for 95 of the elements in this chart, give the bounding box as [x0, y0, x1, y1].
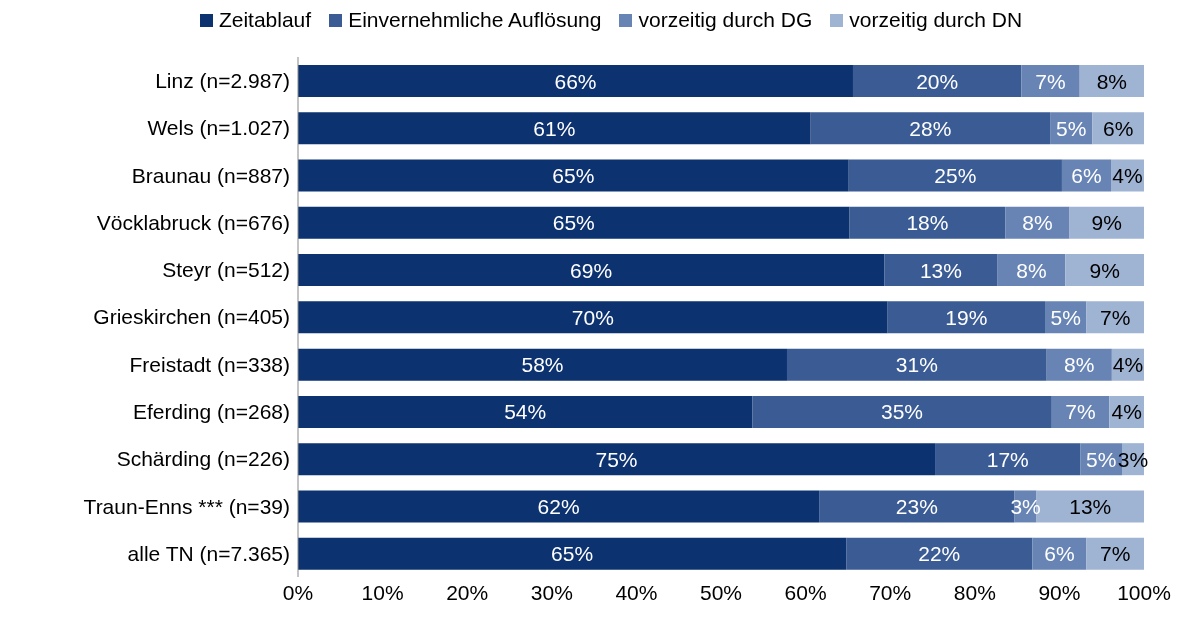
data-label: 65% — [551, 542, 594, 566]
y-tick-label: Braunau (n=887) — [131, 163, 290, 187]
x-tick-label: 0% — [282, 580, 314, 604]
data-label: 18% — [906, 211, 949, 235]
data-label: 69% — [570, 258, 613, 282]
data-label: 8% — [1064, 353, 1095, 377]
bar — [887, 301, 1046, 334]
data-label: 61% — [533, 116, 576, 140]
data-label: 25% — [934, 164, 977, 188]
data-label: 17% — [986, 447, 1029, 471]
bar — [298, 159, 849, 192]
x-tick-label: 50% — [699, 580, 743, 604]
data-label: 4% — [1112, 164, 1143, 188]
y-tick-label: Grieskirchen (n=405) — [93, 305, 290, 329]
data-label: 65% — [552, 211, 595, 235]
y-tick-label: Vöcklabruck (n=676) — [96, 210, 290, 234]
data-label: 19% — [945, 305, 988, 329]
y-tick-label: Freistadt (n=338) — [129, 352, 290, 376]
data-label: 4% — [1111, 400, 1142, 424]
x-tick-label: 80% — [953, 580, 996, 604]
bar — [298, 112, 811, 145]
data-label: 28% — [909, 116, 952, 140]
legend-label: Einvernehmliche Auflösung — [348, 8, 602, 32]
data-label: 13% — [919, 258, 962, 282]
bar — [752, 395, 1052, 428]
bar — [298, 206, 850, 239]
bar — [1021, 65, 1080, 97]
x-tick-label: 60% — [784, 580, 827, 604]
data-label: 8% — [1096, 69, 1128, 93]
data-label: 54% — [504, 400, 547, 424]
y-tick-label: Linz (n=2.987) — [155, 69, 290, 93]
bar — [848, 159, 1062, 192]
data-label: 6% — [1103, 116, 1134, 140]
data-label: 13% — [1069, 494, 1112, 518]
legend-label: vorzeitig durch DN — [849, 8, 1023, 32]
data-label: 75% — [595, 447, 638, 471]
data-label: 3% — [1117, 447, 1149, 471]
bar — [1086, 537, 1144, 570]
legend-label: vorzeitig durch DG — [638, 8, 813, 32]
y-tick-label: Traun-Enns *** (n=39) — [83, 494, 290, 518]
data-label: 8% — [1016, 258, 1047, 282]
data-label: 31% — [895, 353, 938, 377]
y-tick-label: Schärding (n=226) — [116, 447, 290, 471]
data-label: 7% — [1100, 542, 1131, 566]
x-tick-label: 40% — [615, 580, 658, 604]
bar — [298, 301, 888, 334]
bar — [298, 537, 847, 570]
data-label: 35% — [881, 400, 924, 424]
data-label: 6% — [1071, 164, 1102, 188]
x-tick-label: 100% — [1117, 580, 1171, 604]
bar — [852, 65, 1022, 97]
data-label: 7% — [1100, 305, 1131, 329]
data-label: 65% — [552, 164, 595, 188]
legend-label: Zeitablauf — [218, 8, 312, 32]
data-label: 7% — [1035, 69, 1066, 93]
x-tick-label: 70% — [869, 580, 912, 604]
bar — [786, 348, 1047, 381]
bar — [298, 65, 853, 97]
data-label: 5% — [1050, 305, 1081, 329]
data-label: 66% — [554, 69, 597, 93]
data-label: 70% — [571, 305, 614, 329]
data-label: 20% — [916, 69, 959, 93]
data-label: 23% — [895, 494, 938, 518]
data-label: 5% — [1086, 447, 1117, 471]
bar — [849, 206, 1006, 239]
data-label: 62% — [537, 494, 580, 518]
bar — [298, 254, 885, 287]
y-tick-label: Eferding (n=268) — [132, 400, 290, 423]
x-tick-label: 90% — [1038, 580, 1081, 604]
bar — [298, 443, 936, 476]
x-tick-label: 30% — [530, 580, 573, 604]
data-label: 6% — [1044, 542, 1075, 566]
bar — [846, 537, 1033, 570]
x-tick-label: 20% — [446, 580, 489, 604]
bar — [298, 395, 753, 428]
bar — [298, 490, 820, 523]
data-label: 5% — [1056, 116, 1087, 140]
data-label: 8% — [1022, 211, 1053, 235]
data-label: 58% — [521, 353, 564, 377]
data-label: 9% — [1089, 258, 1120, 282]
bar — [884, 254, 998, 287]
bar — [298, 348, 787, 381]
data-label: 3% — [1010, 494, 1041, 518]
y-tick-label: Wels (n=1.027) — [147, 116, 290, 140]
x-tick-label: 10% — [361, 580, 404, 604]
y-tick-label: Steyr (n=512) — [162, 258, 290, 282]
bar — [1065, 254, 1144, 287]
bar — [810, 112, 1051, 145]
data-label: 7% — [1065, 400, 1096, 424]
data-label: 4% — [1112, 353, 1144, 377]
y-tick-label: alle TN (n=7.365) — [127, 541, 290, 565]
bar — [935, 443, 1081, 476]
bar — [1086, 301, 1144, 334]
data-label: 22% — [918, 542, 961, 566]
data-label: 9% — [1091, 211, 1122, 235]
